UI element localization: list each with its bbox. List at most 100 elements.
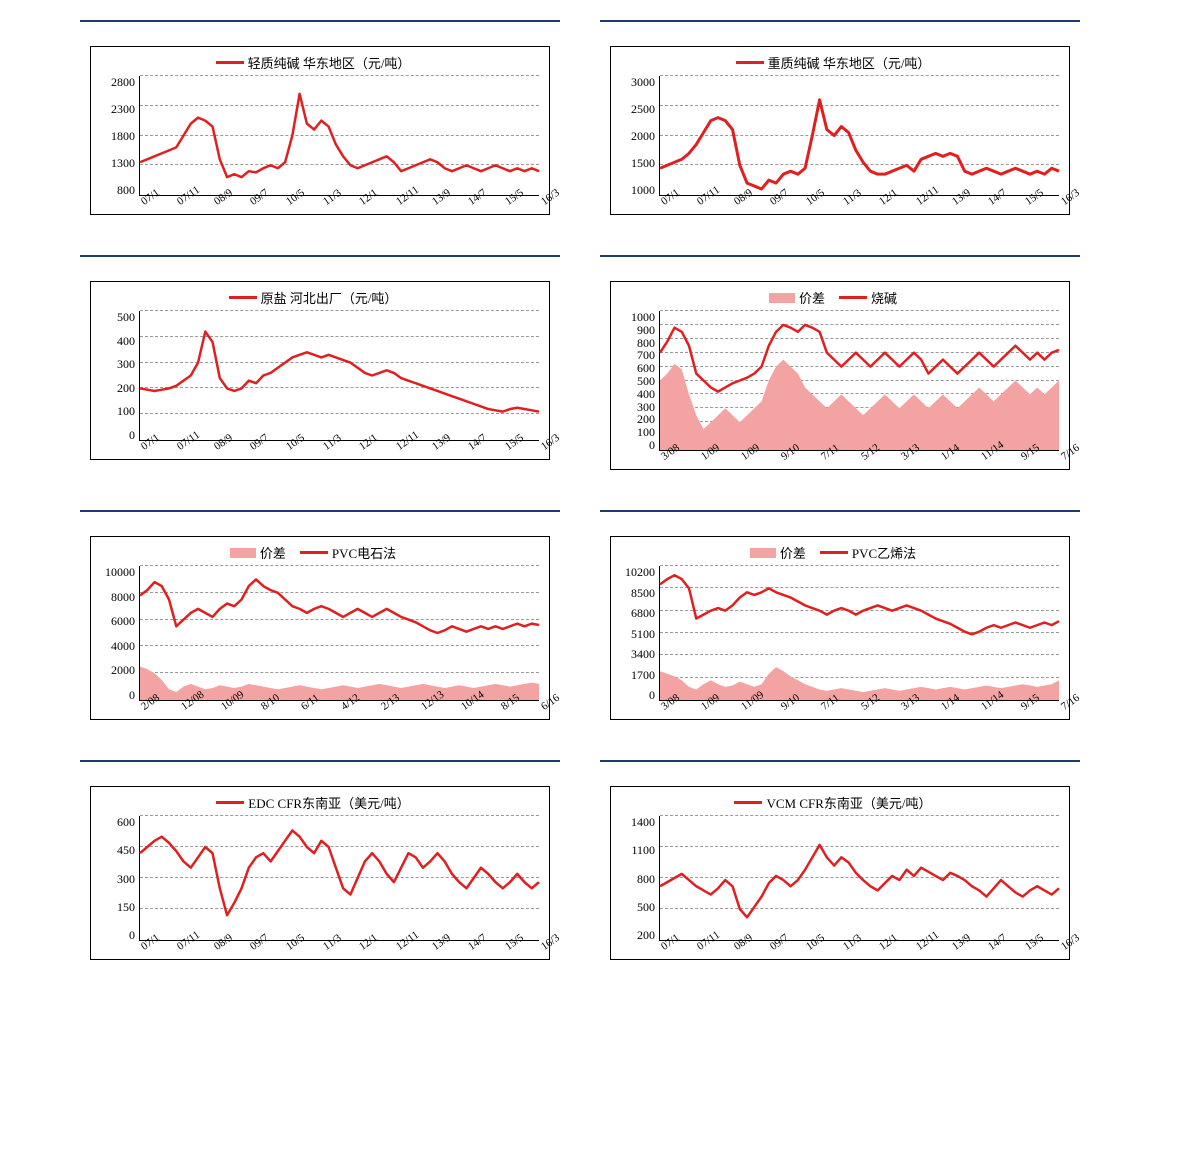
x-tick-label: 07/11 [695, 943, 702, 953]
x-tick-label: 11/3 [321, 198, 328, 208]
legend-label: 价差 [780, 546, 806, 561]
x-tick-label: 12/1 [357, 443, 364, 453]
x-tick-label: 08/9 [212, 943, 219, 953]
plot-area [139, 566, 539, 701]
legend-label: 重质纯碱 华东地区（元/吨） [768, 56, 931, 71]
legend-label: 烧碱 [871, 291, 897, 306]
x-tick-label: 10/5 [284, 943, 291, 953]
legend-swatch [216, 801, 244, 804]
chart-light-soda-area: 轻质纯碱 华东地区（元/吨）280023001800130080007/107/… [90, 46, 550, 215]
line-series [140, 94, 539, 177]
plot-area [659, 311, 1059, 451]
y-tick-label: 800 [637, 873, 655, 885]
y-tick-label: 0 [129, 689, 135, 701]
y-tick-label: 400 [637, 388, 655, 400]
x-tick-label: 11/09 [739, 703, 746, 713]
x-tick-label: 4/12 [339, 703, 346, 713]
x-axis: 07/107/1108/909/710/511/312/112/1113/914… [139, 943, 539, 955]
y-tick-label: 5100 [631, 628, 655, 640]
x-tick-label: 14/7 [986, 943, 993, 953]
series-svg [140, 311, 539, 440]
y-tick-label: 100 [637, 426, 655, 438]
x-axis: 07/107/1108/909/710/511/312/112/1113/914… [659, 943, 1059, 955]
chart-raw-salt-legend: 原盐 河北出厂（元/吨） [101, 288, 539, 307]
x-tick-label: 7/11 [819, 703, 826, 713]
y-tick-label: 0 [129, 429, 135, 441]
x-tick-label: 07/11 [175, 443, 182, 453]
y-tick-label: 0 [649, 689, 655, 701]
chart-raw-salt: 原盐 河北出厂（元/吨）500400300200100007/107/1108/… [80, 255, 560, 480]
series-svg [140, 76, 539, 195]
y-tick-label: 2000 [111, 664, 135, 676]
x-tick-label: 13/9 [430, 943, 437, 953]
x-tick-label: 6/16 [539, 703, 546, 713]
x-axis: 07/107/1108/909/710/511/312/112/1113/914… [139, 198, 539, 210]
chart-vcm-legend: VCM CFR东南亚（美元/吨） [621, 793, 1059, 812]
x-tick-label: 14/7 [466, 943, 473, 953]
y-tick-label: 500 [117, 311, 135, 323]
y-tick-label: 8000 [111, 591, 135, 603]
x-tick-label: 3/13 [899, 703, 906, 713]
y-tick-label: 1700 [631, 669, 655, 681]
x-tick-label: 07/11 [175, 198, 182, 208]
x-tick-label: 10/5 [284, 198, 291, 208]
y-tick-label: 3000 [631, 76, 655, 88]
series-svg [140, 816, 539, 940]
x-tick-label: 15/5 [503, 198, 510, 208]
x-tick-label: 08/9 [732, 198, 739, 208]
y-tick-label: 500 [637, 901, 655, 913]
x-tick-label: 07/1 [139, 443, 146, 453]
y-axis: 30002500200015001000 [621, 76, 659, 196]
y-tick-label: 10200 [625, 566, 655, 578]
x-tick-label: 15/5 [1023, 943, 1030, 953]
x-tick-label: 14/7 [466, 443, 473, 453]
y-tick-label: 300 [117, 358, 135, 370]
x-tick-label: 13/9 [950, 198, 957, 208]
y-tick-label: 800 [637, 337, 655, 349]
row-3: 价差PVC电石法10000800060004000200002/0812/081… [20, 510, 1171, 730]
row-4: EDC CFR东南亚（美元/吨）600450300150007/107/1108… [20, 760, 1171, 970]
x-tick-label: 16/3 [1059, 943, 1066, 953]
x-tick-label: 2/08 [139, 703, 146, 713]
y-axis: 6004503001500 [101, 816, 139, 941]
chart-pvc-ethylene: 价差PVC乙烯法102008500680051003400170003/081/… [600, 510, 1080, 730]
chart-caustic-plotwrap: 10009008007006005004003002001000 [621, 311, 1059, 451]
x-tick-label: 8/10 [259, 703, 266, 713]
x-tick-label: 12/11 [914, 198, 921, 208]
y-tick-label: 2500 [631, 103, 655, 115]
y-tick-label: 1300 [111, 157, 135, 169]
x-tick-label: 3/08 [659, 703, 666, 713]
x-tick-label: 08/9 [212, 443, 219, 453]
chart-edc-area: EDC CFR东南亚（美元/吨）600450300150007/107/1108… [90, 786, 550, 960]
x-tick-label: 12/11 [394, 443, 401, 453]
y-tick-label: 400 [117, 335, 135, 347]
x-tick-label: 16/3 [539, 198, 546, 208]
chart-heavy-soda-legend: 重质纯碱 华东地区（元/吨） [621, 53, 1059, 72]
x-tick-label: 07/11 [175, 943, 182, 953]
x-tick-label: 08/9 [732, 943, 739, 953]
legend-label: 原盐 河北出厂（元/吨） [261, 291, 398, 306]
chart-heavy-soda-plotwrap: 30002500200015001000 [621, 76, 1059, 196]
x-tick-label: 09/7 [768, 198, 775, 208]
y-axis: 5004003002001000 [101, 311, 139, 441]
x-axis: 3/081/091/099/107/115/123/131/1411/149/1… [659, 453, 1059, 465]
y-tick-label: 1800 [111, 130, 135, 142]
x-axis: 07/107/1108/909/710/511/312/112/1113/914… [659, 198, 1059, 210]
y-tick-label: 300 [117, 873, 135, 885]
y-tick-label: 1000 [631, 311, 655, 323]
series-svg [140, 566, 539, 700]
chart-light-soda: 轻质纯碱 华东地区（元/吨）280023001800130080007/107/… [80, 20, 560, 225]
chart-heavy-soda-area: 重质纯碱 华东地区（元/吨）3000250020001500100007/107… [610, 46, 1070, 215]
y-axis: 10200850068005100340017000 [621, 566, 659, 701]
x-tick-label: 13/9 [430, 198, 437, 208]
legend-swatch [229, 296, 257, 299]
x-tick-label: 2/13 [379, 703, 386, 713]
chart-pvc-carbide-legend: 价差PVC电石法 [101, 543, 539, 562]
x-tick-label: 15/5 [1023, 198, 1030, 208]
x-tick-label: 07/1 [139, 198, 146, 208]
legend-label: 价差 [799, 291, 825, 306]
chart-vcm: VCM CFR东南亚（美元/吨）1400110080050020007/107/… [600, 760, 1080, 970]
x-tick-label: 09/7 [248, 943, 255, 953]
x-tick-label: 13/9 [950, 943, 957, 953]
x-tick-label: 07/1 [659, 198, 666, 208]
